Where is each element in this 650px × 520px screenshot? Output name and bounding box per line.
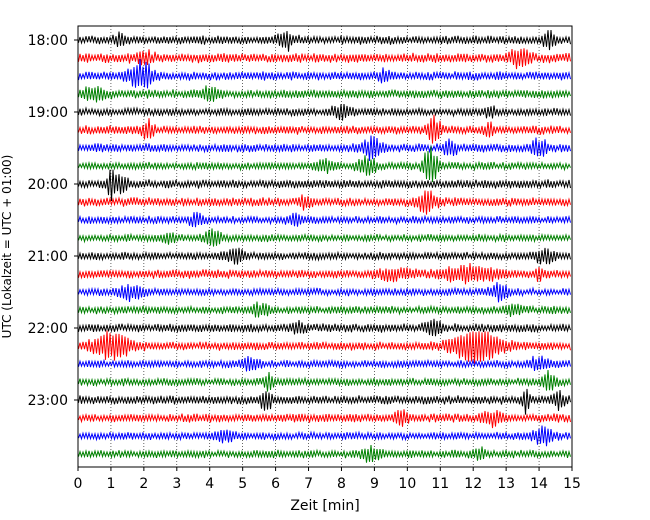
trace-2100 — [78, 247, 571, 265]
y-tick-label-2000: 20:00 — [28, 177, 68, 193]
x-tick-label-9: 9 — [370, 476, 379, 492]
x-tick-label-6: 6 — [271, 476, 280, 492]
x-tick-label-3: 3 — [172, 476, 181, 492]
trace-1845 — [78, 85, 571, 103]
x-tick-label-0: 0 — [74, 476, 83, 492]
x-axis-label: Zeit [min] — [290, 498, 359, 514]
y-tick-label-2100: 21:00 — [28, 249, 68, 265]
x-tick-label-7: 7 — [304, 476, 313, 492]
trace-1800 — [78, 29, 571, 52]
trace-1945 — [78, 145, 571, 183]
trace-1830 — [78, 58, 571, 89]
x-tick-label-1: 1 — [106, 476, 115, 492]
trace-2300 — [78, 388, 571, 415]
x-tick-label-11: 11 — [431, 476, 449, 492]
trace-1900 — [78, 103, 571, 121]
x-tick-label-10: 10 — [398, 476, 416, 492]
trace-2230 — [78, 355, 571, 372]
trace-2030 — [78, 211, 571, 228]
y-tick-label-1900: 19:00 — [28, 105, 68, 121]
y-axis-label: UTC (Lokalzeit = UTC + 01:00) — [0, 155, 14, 339]
trace-2130 — [78, 281, 571, 303]
trace-1930 — [78, 135, 571, 161]
x-tick-label-5: 5 — [238, 476, 247, 492]
trace-2045 — [78, 228, 571, 247]
trace-1815 — [78, 48, 571, 70]
y-axis-ticks: 18:00 19:00 20:00 21:00 22:00 23:00 — [28, 33, 78, 409]
x-tick-label-13: 13 — [497, 476, 515, 492]
x-tick-label-15: 15 — [563, 476, 581, 492]
plot-frame — [77, 25, 573, 468]
trace-2000 — [78, 169, 571, 202]
y-tick-label-2200: 22:00 — [28, 321, 68, 337]
trace-2200 — [78, 318, 571, 337]
trace-2315 — [78, 409, 571, 429]
x-tick-label-8: 8 — [337, 476, 346, 492]
trace-2245 — [78, 369, 571, 392]
y-tick-label-1800: 18:00 — [28, 33, 68, 49]
trace-2015 — [78, 190, 571, 215]
x-tick-label-4: 4 — [205, 476, 214, 492]
trace-2115 — [78, 262, 571, 285]
x-tick-label-2: 2 — [139, 476, 148, 492]
trace-2345 — [78, 444, 571, 463]
x-axis-ticks: 0 1 2 3 4 5 6 7 8 9 10 11 12 13 14 15 — [74, 467, 581, 492]
x-tick-label-14: 14 — [530, 476, 548, 492]
trace-2215 — [78, 330, 571, 364]
trace-2145 — [78, 301, 571, 318]
y-tick-label-2300: 23:00 — [28, 393, 68, 409]
trace-2330 — [78, 425, 571, 447]
x-tick-label-12: 12 — [464, 476, 482, 492]
seismogram-traces — [78, 29, 571, 463]
trace-1915 — [78, 114, 571, 144]
